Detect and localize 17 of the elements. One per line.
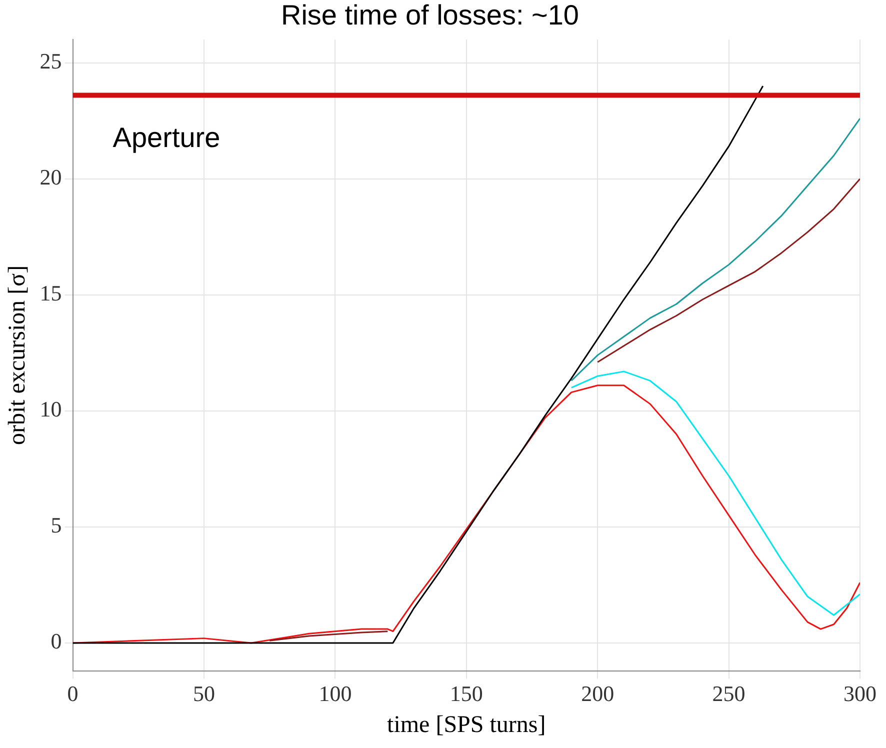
x-tick-label: 250 [712, 680, 746, 706]
y-tick-label: 10 [40, 396, 62, 422]
y-tick-label: 5 [50, 512, 62, 538]
x-tick-label: 300 [844, 680, 876, 706]
y-tick-label: 0 [50, 628, 62, 654]
x-tick-label: 100 [318, 680, 352, 706]
y-axis-title: orbit excursion [σ] [4, 265, 31, 445]
y-tick-label: 25 [40, 48, 62, 74]
chart-title: Rise time of losses: ~10 [280, 0, 580, 31]
ref-line-label: Aperture [112, 122, 220, 154]
y-tick-label: 15 [40, 280, 62, 306]
y-tick-label: 20 [40, 164, 62, 190]
x-tick-label: 150 [450, 680, 483, 706]
x-tick-label: 50 [193, 680, 215, 706]
x-tick-label: 0 [67, 680, 78, 706]
x-tick-label: 200 [581, 680, 614, 706]
x-axis-title: time [SPS turns] [387, 712, 546, 738]
